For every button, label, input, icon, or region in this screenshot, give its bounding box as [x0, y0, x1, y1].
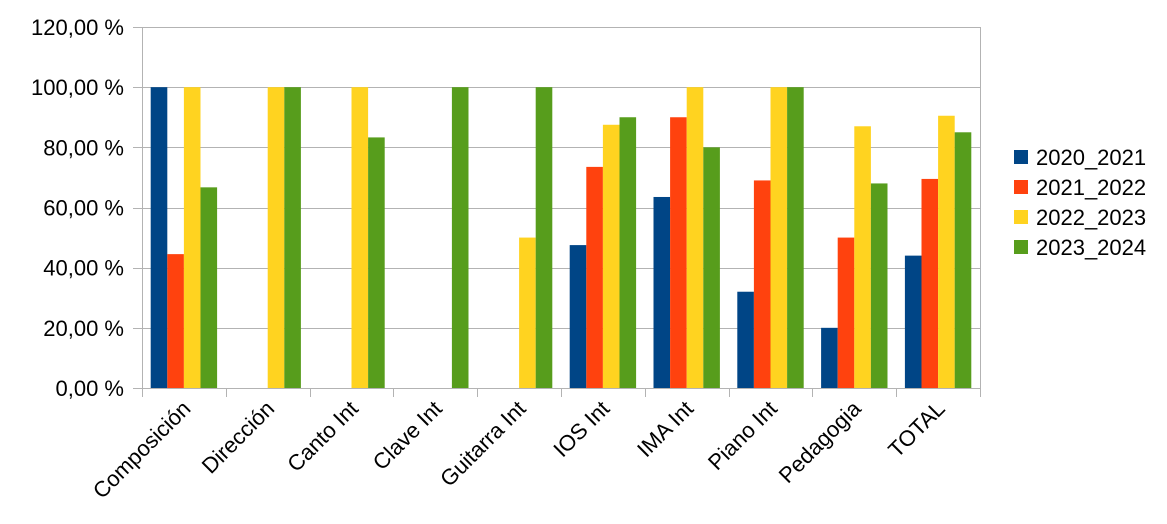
legend-label-2020_2021: 2020_2021: [1036, 145, 1146, 170]
bar-2022_2023-5: [602, 124, 620, 389]
y-tick-label-2: 40,00 %: [43, 256, 124, 281]
bar-2020_2021-0: [150, 87, 168, 389]
bar-2020_2021-9: [904, 255, 922, 388]
bar-2023_2024-7: [787, 87, 804, 389]
bar-2022_2023-4: [519, 237, 536, 388]
bar-2023_2024-8: [870, 183, 888, 388]
bar-2023_2024-0: [200, 187, 218, 388]
bar-2021_2022-8: [837, 237, 855, 388]
bar-2023_2024-6: [703, 147, 720, 388]
legend-label-2023_2024: 2023_2024: [1036, 235, 1146, 260]
x-tick-label-1: Dirección: [197, 396, 280, 479]
bar-2022_2023-6: [686, 87, 704, 389]
bar-2023_2024-3: [451, 87, 469, 389]
legend-swatch-2022_2023: [1014, 210, 1028, 224]
bar-2022_2023-9: [938, 115, 955, 388]
bar-2020_2021-8: [821, 327, 838, 388]
y-tick-labels: 0,00 % 20,00 % 40,00 % 60,00 % 80,00 % 100,00…: [31, 15, 124, 401]
y-tick-label-1: 20,00 %: [43, 316, 124, 341]
legend: 2020_2021 2021_2022 2022_2023 2023_2024: [1014, 145, 1146, 260]
bar-2021_2022-0: [167, 254, 184, 388]
bar-2020_2021-5: [569, 245, 587, 388]
x-tick-label-4: Guitarra Int: [435, 396, 530, 491]
legend-swatch-2023_2024: [1014, 240, 1028, 254]
axes-layer: [133, 27, 981, 397]
x-tick-label-6: IMA Int: [632, 396, 698, 462]
x-tick-label-5: IOS Int: [548, 396, 614, 462]
x-tick-labels: Composición Dirección Canto Int Clave IntGu…: [88, 395, 950, 503]
x-tick-label-8: Pedagogia: [774, 395, 867, 488]
x-tick-label-2: Canto Int: [282, 396, 363, 477]
legend-swatch-2020_2021: [1014, 150, 1028, 164]
bar-2023_2024-9: [954, 132, 972, 388]
bar-2022_2023-8: [854, 126, 871, 388]
legend-label-2022_2023: 2022_2023: [1036, 205, 1146, 230]
x-tick-label-3: Clave Int: [368, 396, 447, 475]
y-tick-label-3: 60,00 %: [43, 196, 124, 221]
x-tick-label-0: Composición: [88, 396, 196, 504]
bar-2020_2021-7: [737, 291, 754, 388]
bar-2021_2022-5: [586, 166, 603, 388]
legend-swatch-2021_2022: [1014, 180, 1028, 194]
bar-2022_2023-1: [267, 87, 285, 389]
bars-layer: [150, 87, 972, 389]
bar-2022_2023-7: [770, 87, 788, 389]
x-tick-label-9: TOTAL: [883, 396, 949, 462]
x-tick-label-7: Piano Int: [703, 396, 782, 475]
bar-2021_2022-9: [921, 178, 939, 388]
bar-2021_2022-7: [753, 180, 771, 388]
bar-2021_2022-6: [670, 117, 687, 388]
bar-2022_2023-0: [183, 87, 201, 389]
bar-2022_2023-2: [351, 87, 369, 389]
y-tick-label-4: 80,00 %: [43, 135, 124, 160]
bar-2020_2021-6: [653, 196, 671, 388]
y-tick-label-0: 0,00 %: [56, 376, 125, 401]
legend-label-2021_2022: 2021_2022: [1036, 175, 1146, 200]
y-tick-label-5: 100,00 %: [31, 75, 124, 100]
bar-2023_2024-5: [619, 117, 637, 388]
bar-2023_2024-2: [368, 137, 385, 388]
bar-2023_2024-4: [535, 87, 553, 389]
y-tick-label-6: 120,00 %: [31, 15, 124, 40]
bar-2023_2024-1: [284, 87, 301, 389]
